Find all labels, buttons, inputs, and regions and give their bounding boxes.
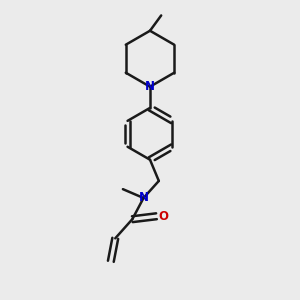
Text: N: N (139, 191, 148, 205)
Text: N: N (145, 80, 155, 93)
Text: O: O (158, 210, 168, 223)
